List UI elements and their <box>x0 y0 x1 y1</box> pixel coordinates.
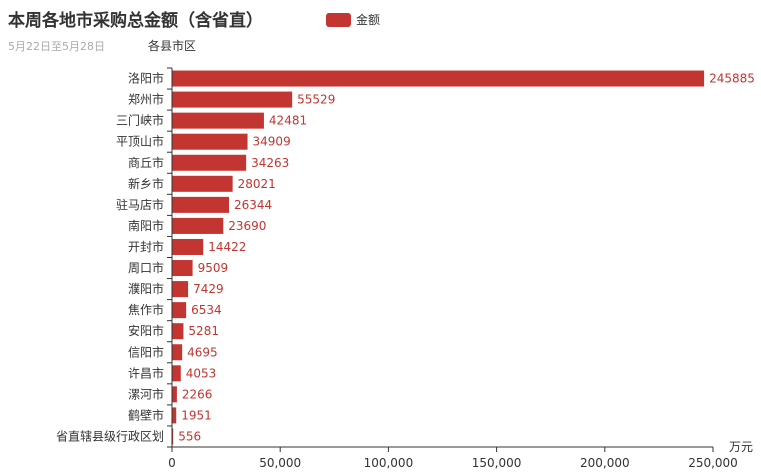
bar <box>172 112 264 129</box>
data-label: 34263 <box>251 156 289 170</box>
category-label: 信阳市 <box>128 344 164 359</box>
data-label: 6534 <box>191 303 222 317</box>
bar <box>172 154 247 171</box>
bar <box>172 281 189 298</box>
bar <box>172 133 248 150</box>
category-label: 安阳市 <box>128 323 164 338</box>
data-label: 26344 <box>234 198 272 212</box>
x-tick-label: 100,000 <box>364 456 414 470</box>
data-label: 14422 <box>208 240 246 254</box>
bar <box>172 238 204 255</box>
category-label: 省直辖县级行政区划 <box>56 428 164 443</box>
x-tick-label: 150,000 <box>472 456 522 470</box>
bar <box>172 344 183 361</box>
bar <box>172 91 293 108</box>
data-label: 556 <box>178 429 201 443</box>
category-label: 许昌市 <box>128 365 164 380</box>
x-tick-label: 50,000 <box>259 456 301 470</box>
bar <box>172 302 187 319</box>
data-label: 28021 <box>238 177 276 191</box>
legend[interactable]: 金额 <box>326 11 380 28</box>
data-label: 9509 <box>198 261 229 275</box>
data-label: 42481 <box>269 114 307 128</box>
category-label: 洛阳市 <box>128 71 164 86</box>
x-tick-label: 200,000 <box>580 456 630 470</box>
data-label: 1951 <box>181 408 212 422</box>
bar <box>172 386 177 403</box>
category-label: 驻马店市 <box>116 197 164 212</box>
data-label: 4695 <box>187 345 218 359</box>
category-label: 商丘市 <box>128 155 164 170</box>
bar <box>172 196 230 213</box>
category-label: 郑州市 <box>128 92 164 107</box>
bar <box>172 407 177 424</box>
x-tick-label: 250,000 <box>688 456 738 470</box>
data-label: 5281 <box>188 324 219 338</box>
data-label: 55529 <box>297 93 335 107</box>
y-axis-label: 各县市区 <box>148 38 196 53</box>
data-label: 4053 <box>186 366 217 380</box>
data-label: 245885 <box>709 72 755 86</box>
legend-swatch <box>326 12 351 27</box>
category-label: 南阳市 <box>128 218 164 233</box>
bar <box>172 70 705 87</box>
bar <box>172 217 224 234</box>
bar <box>172 365 181 382</box>
category-label: 三门峡市 <box>116 113 164 128</box>
legend-label: 金额 <box>356 13 381 27</box>
category-label: 新乡市 <box>128 176 164 191</box>
data-label: 7429 <box>193 282 224 296</box>
category-label: 濮阳市 <box>128 281 164 296</box>
category-label: 平顶山市 <box>116 134 164 149</box>
data-label: 34909 <box>253 135 291 149</box>
category-label: 开封市 <box>128 239 164 254</box>
data-label: 23690 <box>228 219 266 233</box>
category-label: 鹤壁市 <box>128 407 164 422</box>
category-label: 周口市 <box>128 260 164 275</box>
x-tick-label: 0 <box>168 456 176 470</box>
chart-title: 本周各地市采购总金额（含省直） <box>8 11 263 31</box>
x-axis-label: 万元 <box>729 440 753 454</box>
chart-subtitle: 5月22日至5月28日 <box>8 40 105 53</box>
bar <box>172 428 174 445</box>
bar <box>172 260 193 277</box>
category-label: 漯河市 <box>128 386 164 401</box>
bar <box>172 323 184 340</box>
bar <box>172 175 233 192</box>
data-label: 2266 <box>182 387 213 401</box>
category-label: 焦作市 <box>128 302 164 317</box>
